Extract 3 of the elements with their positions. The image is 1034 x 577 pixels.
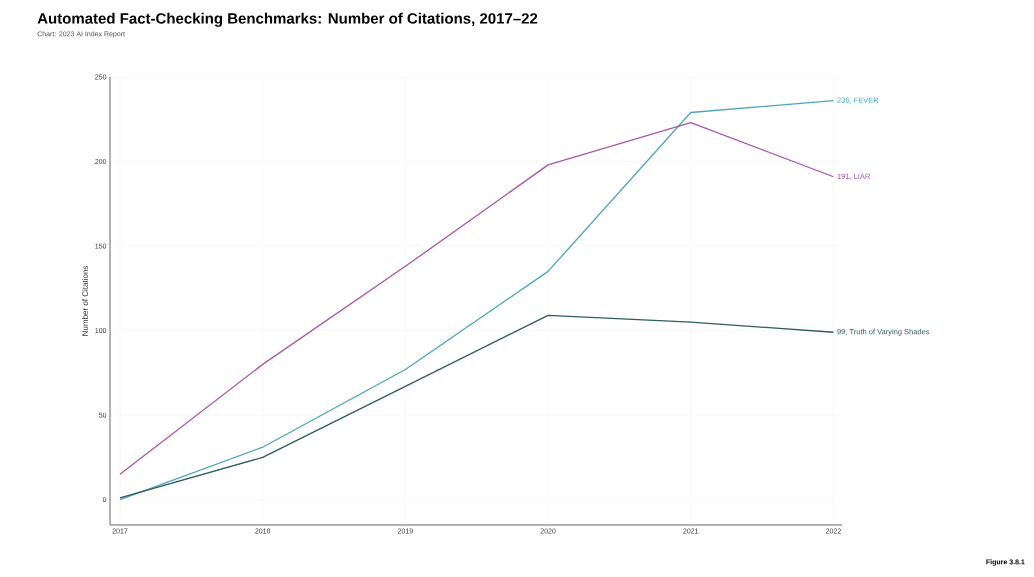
line-series bbox=[119, 314, 835, 499]
y-axis-title: Number of Citations bbox=[82, 265, 88, 336]
chart-title: Automated Fact-Checking Benchmarks: Number of Citations, 2017–22 bbox=[37, 12, 538, 27]
